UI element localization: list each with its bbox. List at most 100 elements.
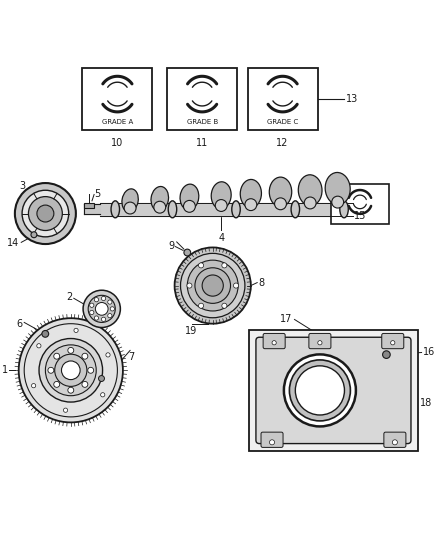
Bar [331, 184, 389, 224]
Circle shape [90, 303, 94, 308]
Circle shape [154, 201, 166, 213]
Ellipse shape [232, 201, 240, 218]
Circle shape [68, 348, 74, 353]
Text: 13: 13 [346, 94, 358, 104]
Circle shape [195, 268, 230, 303]
Ellipse shape [122, 189, 138, 212]
Text: 1: 1 [2, 365, 8, 375]
Circle shape [102, 317, 106, 321]
Text: 19: 19 [185, 326, 198, 336]
Circle shape [32, 384, 36, 388]
Text: 8: 8 [258, 278, 265, 288]
Circle shape [42, 330, 49, 337]
Circle shape [22, 190, 69, 237]
Circle shape [48, 367, 54, 373]
Text: 3: 3 [19, 181, 25, 191]
Ellipse shape [151, 187, 169, 211]
FancyBboxPatch shape [384, 432, 406, 447]
Ellipse shape [180, 184, 199, 210]
Circle shape [90, 310, 94, 314]
Circle shape [82, 353, 88, 359]
FancyBboxPatch shape [309, 334, 331, 349]
Text: 14: 14 [7, 238, 20, 248]
Text: 18: 18 [420, 398, 433, 408]
Text: GRADE B: GRADE B [187, 119, 218, 125]
FancyBboxPatch shape [382, 334, 404, 349]
Circle shape [175, 247, 251, 324]
FancyBboxPatch shape [256, 337, 411, 443]
Circle shape [245, 199, 257, 211]
Circle shape [198, 303, 204, 308]
Circle shape [82, 382, 88, 387]
Circle shape [233, 283, 239, 288]
Circle shape [124, 202, 136, 214]
Circle shape [383, 351, 390, 358]
Circle shape [110, 307, 114, 311]
Text: 2: 2 [66, 292, 72, 302]
Text: 9: 9 [169, 241, 175, 251]
Text: 4: 4 [218, 232, 224, 243]
Circle shape [64, 408, 67, 413]
Circle shape [269, 440, 275, 445]
Circle shape [24, 324, 117, 417]
Ellipse shape [325, 173, 350, 205]
Text: 12: 12 [276, 139, 289, 148]
Circle shape [28, 197, 62, 230]
FancyBboxPatch shape [261, 432, 283, 447]
Circle shape [332, 196, 344, 208]
Circle shape [295, 366, 344, 415]
Circle shape [46, 345, 96, 395]
Text: GRADE C: GRADE C [267, 119, 298, 125]
Circle shape [318, 341, 322, 345]
Circle shape [198, 263, 204, 268]
Circle shape [54, 382, 60, 387]
Text: 5: 5 [94, 189, 100, 199]
Circle shape [94, 316, 99, 320]
Circle shape [101, 393, 105, 397]
Text: 16: 16 [423, 348, 435, 358]
Ellipse shape [269, 177, 292, 207]
Ellipse shape [211, 182, 231, 209]
Circle shape [54, 353, 60, 359]
Text: 11: 11 [196, 139, 208, 148]
FancyBboxPatch shape [217, 258, 237, 313]
Circle shape [108, 313, 112, 318]
Circle shape [15, 183, 76, 244]
Circle shape [222, 263, 227, 268]
Circle shape [184, 200, 195, 212]
Text: 10: 10 [111, 139, 124, 148]
Circle shape [184, 249, 191, 256]
Circle shape [88, 367, 94, 373]
Circle shape [284, 354, 356, 426]
Circle shape [95, 303, 108, 315]
Circle shape [290, 360, 350, 421]
Ellipse shape [340, 201, 348, 218]
Circle shape [55, 354, 87, 386]
Circle shape [106, 353, 110, 357]
Circle shape [102, 296, 106, 301]
Bar [82, 68, 152, 130]
Bar [247, 68, 318, 130]
Bar [249, 330, 418, 451]
Circle shape [222, 303, 227, 308]
Circle shape [272, 341, 276, 345]
Circle shape [37, 344, 41, 348]
Circle shape [99, 376, 104, 382]
Circle shape [94, 297, 99, 302]
Bar [167, 68, 237, 130]
Ellipse shape [240, 180, 261, 208]
Circle shape [31, 232, 37, 238]
Circle shape [391, 341, 395, 345]
Circle shape [187, 260, 238, 311]
Circle shape [61, 361, 80, 379]
Ellipse shape [111, 201, 120, 218]
Text: 7: 7 [128, 352, 134, 362]
Circle shape [19, 318, 123, 422]
Circle shape [88, 295, 115, 322]
Circle shape [202, 275, 223, 296]
Text: 6: 6 [16, 319, 22, 329]
FancyBboxPatch shape [263, 334, 285, 349]
Ellipse shape [298, 175, 322, 206]
Circle shape [108, 300, 112, 304]
Circle shape [180, 253, 245, 318]
